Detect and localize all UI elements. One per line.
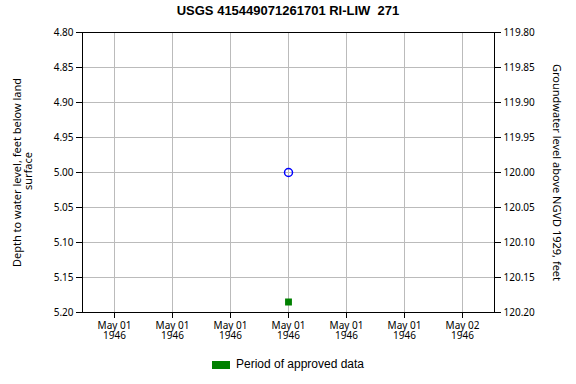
svg-text:120.15: 120.15 [504, 270, 536, 284]
svg-text:4.85: 4.85 [54, 60, 74, 74]
svg-text:Depth to water level, feet bel: Depth to water level, feet below land su… [9, 78, 35, 267]
svg-text:4.80: 4.80 [54, 25, 74, 39]
svg-text:May 021946: May 021946 [446, 318, 480, 342]
svg-text:May 011946: May 011946 [98, 318, 132, 342]
svg-text:May 011946: May 011946 [330, 318, 364, 342]
html-text:USGS 415449071261701 RI-LIW 27: USGS 415449071261701 RI-LIW 271 [176, 3, 400, 18]
svg-text:5.00: 5.00 [54, 165, 74, 179]
svg-text:119.95: 119.95 [504, 130, 536, 144]
svg-text:120.10: 120.10 [504, 235, 536, 249]
svg-text:120.05: 120.05 [504, 200, 536, 214]
svg-text:5.15: 5.15 [54, 270, 74, 284]
svg-text:May 011946: May 011946 [388, 318, 422, 342]
svg-text:120.20: 120.20 [504, 305, 536, 319]
html-text:Period of approved data: Period of approved data [236, 357, 364, 371]
svg-text:May 011946: May 011946 [156, 318, 190, 342]
svg-text:4.95: 4.95 [54, 130, 74, 144]
svg-text:120.00: 120.00 [504, 165, 536, 179]
svg-text:5.05: 5.05 [54, 200, 74, 214]
svg-text:4.90: 4.90 [54, 95, 74, 109]
svg-text:May 011946: May 011946 [214, 318, 248, 342]
svg-text:119.80: 119.80 [504, 25, 536, 39]
svg-text:119.85: 119.85 [504, 60, 536, 74]
svg-text:May 011946: May 011946 [272, 318, 306, 342]
svg-text:119.90: 119.90 [504, 95, 536, 109]
svg-text:5.10: 5.10 [54, 235, 74, 249]
svg-text:Groundwater level above NGVD 1: Groundwater level above NGVD 1929, feet [550, 64, 565, 281]
svg-text:5.20: 5.20 [54, 305, 74, 319]
